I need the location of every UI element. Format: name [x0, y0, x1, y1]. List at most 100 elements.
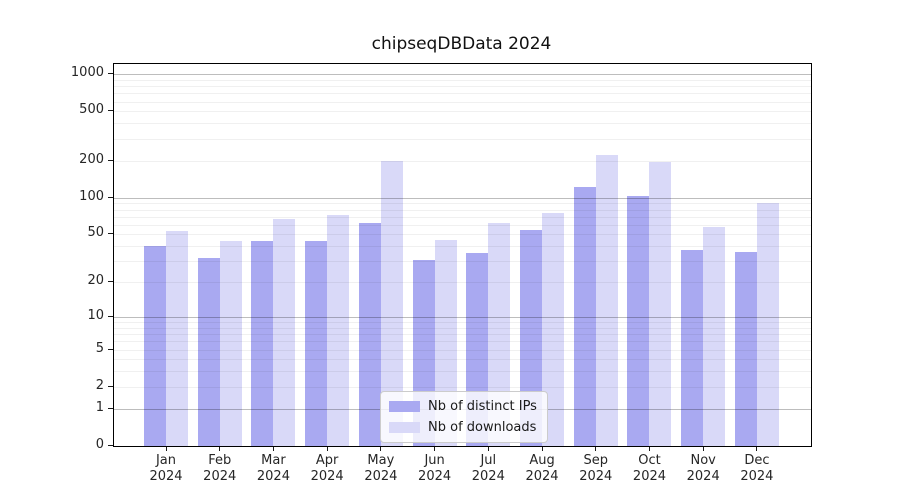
- gridline-minor-8: [114, 327, 811, 329]
- y-axis-tick-20: [108, 281, 113, 283]
- gridline-minor-400: [114, 123, 811, 125]
- x-axis-tick-jan-2024: [165, 447, 167, 451]
- gridline-minor-500: [114, 111, 811, 113]
- x-axis-tick-dec-2024: [756, 447, 758, 451]
- bar-nb-of-downloads-dec-2024: [756, 203, 779, 446]
- gridline-minor-2: [114, 386, 811, 388]
- y-axis-tick-500: [108, 110, 113, 112]
- gridline-minor-6: [114, 341, 811, 343]
- bar-nb-of-distinct-ips-feb-2024: [197, 257, 220, 446]
- gridline-minor-5: [114, 349, 811, 351]
- bar-nb-of-downloads-mar-2024: [273, 218, 296, 446]
- y-axis-label-50: 50: [87, 225, 104, 241]
- y-axis-tick-2: [108, 385, 113, 387]
- bar-nb-of-downloads-sep-2024: [595, 154, 618, 446]
- bar-nb-of-distinct-ips-oct-2024: [627, 196, 650, 446]
- gridline-minor-70: [114, 216, 811, 218]
- x-axis-label-mar-2024: Mar 2024: [256, 453, 290, 484]
- bar-nb-of-downloads-feb-2024: [219, 241, 242, 446]
- legend-item-downloads: Nb of downloads: [389, 418, 537, 437]
- legend-swatch-distinct-ips: [389, 401, 420, 412]
- y-axis-tick-5: [108, 348, 113, 350]
- y-axis-label-500: 500: [79, 102, 104, 118]
- gridline-minor-80: [114, 209, 811, 211]
- y-axis-label-0: 0: [95, 437, 104, 452]
- y-axis-label-1000: 1000: [70, 65, 104, 81]
- x-axis-tick-aug-2024: [541, 447, 543, 451]
- gridline-major-100: [114, 197, 811, 199]
- legend: Nb of distinct IPs Nb of downloads: [380, 391, 548, 443]
- y-axis-label-2: 2: [95, 377, 104, 393]
- x-axis-tick-jun-2024: [434, 447, 436, 451]
- y-axis-label-5: 5: [95, 340, 104, 356]
- x-axis-label-jan-2024: Jan 2024: [149, 453, 183, 484]
- x-axis-tick-oct-2024: [648, 447, 650, 451]
- x-axis-tick-apr-2024: [326, 447, 328, 451]
- gridline-minor-600: [114, 101, 811, 103]
- gridline-minor-20: [114, 282, 811, 284]
- gridline-major-10: [114, 316, 811, 318]
- bar-nb-of-downloads-aug-2024: [542, 212, 565, 446]
- bar-nb-of-distinct-ips-jan-2024: [144, 246, 166, 446]
- bar-nb-of-distinct-ips-nov-2024: [681, 250, 704, 446]
- legend-item-distinct-ips: Nb of distinct IPs: [389, 397, 537, 416]
- x-axis-label-oct-2024: Oct 2024: [632, 453, 667, 484]
- gridline-minor-40: [114, 246, 811, 248]
- y-axis-tick-50: [108, 233, 113, 235]
- gridline-minor-9: [114, 322, 811, 324]
- y-axis-label-10: 10: [87, 307, 104, 323]
- gridline-minor-300: [114, 138, 811, 140]
- gridline-minor-50: [114, 234, 811, 236]
- gridline-minor-3: [114, 371, 811, 373]
- x-axis-label-nov-2024: Nov 2024: [686, 453, 720, 484]
- x-axis-label-jul-2024: Jul 2024: [471, 453, 505, 484]
- gridline-major-1000: [114, 74, 811, 76]
- gridline-minor-60: [114, 224, 811, 226]
- bar-nb-of-downloads-nov-2024: [703, 226, 726, 446]
- x-axis-label-may-2024: May 2024: [364, 453, 398, 484]
- bar-nb-of-distinct-ips-apr-2024: [305, 241, 328, 446]
- bar-nb-of-distinct-ips-may-2024: [358, 223, 381, 446]
- bar-nb-of-distinct-ips-sep-2024: [573, 187, 596, 446]
- x-axis-tick-feb-2024: [219, 447, 221, 451]
- plot-area: [113, 63, 812, 447]
- x-axis-tick-may-2024: [380, 447, 382, 451]
- y-axis-label-1: 1: [95, 399, 104, 415]
- chart-title: chipseqDBData 2024: [371, 34, 552, 54]
- legend-swatch-downloads: [389, 422, 420, 433]
- gridline-minor-7: [114, 334, 811, 336]
- x-axis-label-feb-2024: Feb 2024: [203, 453, 237, 484]
- x-axis-tick-mar-2024: [272, 447, 274, 451]
- bar-nb-of-downloads-may-2024: [380, 161, 403, 446]
- y-axis-tick-1: [108, 407, 113, 409]
- bar-nb-of-downloads-apr-2024: [327, 215, 350, 446]
- bar-nb-of-distinct-ips-mar-2024: [251, 241, 274, 446]
- y-axis-tick-100: [108, 196, 113, 198]
- gridline-minor-30: [114, 261, 811, 263]
- gridline-minor-700: [114, 93, 811, 95]
- legend-label-downloads: Nb of downloads: [428, 420, 537, 435]
- y-axis-tick-0: [108, 445, 113, 446]
- bar-nb-of-downloads-jul-2024: [488, 223, 511, 446]
- x-axis-label-jun-2024: Jun 2024: [418, 453, 452, 484]
- gridline-minor-800: [114, 86, 811, 88]
- bar-nb-of-downloads-oct-2024: [649, 162, 672, 446]
- gridline-minor-200: [114, 160, 811, 162]
- x-axis-label-apr-2024: Apr 2024: [310, 453, 344, 484]
- x-axis-tick-sep-2024: [595, 447, 597, 451]
- x-axis-tick-jul-2024: [487, 447, 489, 451]
- y-axis-tick-200: [108, 159, 113, 161]
- y-axis-label-100: 100: [79, 188, 104, 204]
- x-axis-label-dec-2024: Dec 2024: [740, 453, 774, 484]
- y-axis-tick-10: [108, 315, 113, 317]
- bar-nb-of-distinct-ips-dec-2024: [734, 251, 757, 446]
- gridline-minor-90: [114, 203, 811, 205]
- gridline-minor-900: [114, 79, 811, 81]
- y-axis-label-200: 200: [79, 151, 104, 167]
- gridline-minor-4: [114, 359, 811, 361]
- y-axis-tick-1000: [108, 73, 113, 75]
- x-axis-label-aug-2024: Aug 2024: [525, 453, 559, 484]
- legend-label-distinct-ips: Nb of distinct IPs: [428, 399, 537, 414]
- x-axis-label-sep-2024: Sep 2024: [579, 453, 613, 484]
